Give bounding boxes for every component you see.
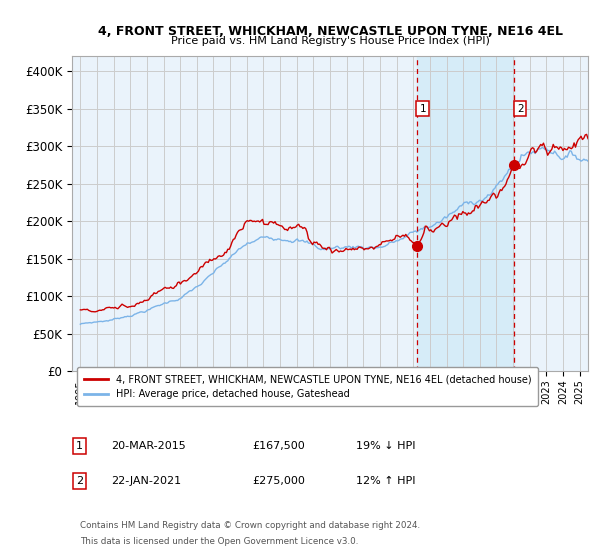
Text: 1: 1 bbox=[76, 441, 83, 451]
Text: 22-JAN-2021: 22-JAN-2021 bbox=[110, 477, 181, 487]
Text: £275,000: £275,000 bbox=[253, 477, 305, 487]
Text: 1: 1 bbox=[419, 104, 426, 114]
Text: Price paid vs. HM Land Registry's House Price Index (HPI): Price paid vs. HM Land Registry's House … bbox=[170, 36, 490, 46]
Text: £167,500: £167,500 bbox=[253, 441, 305, 451]
Text: 2: 2 bbox=[517, 104, 523, 114]
Bar bbox=[417, 56, 514, 371]
Text: 2: 2 bbox=[76, 477, 83, 487]
Text: 20-MAR-2015: 20-MAR-2015 bbox=[110, 441, 185, 451]
Text: 4, FRONT STREET, WHICKHAM, NEWCASTLE UPON TYNE, NE16 4EL: 4, FRONT STREET, WHICKHAM, NEWCASTLE UPO… bbox=[97, 25, 563, 38]
Text: Contains HM Land Registry data © Crown copyright and database right 2024.: Contains HM Land Registry data © Crown c… bbox=[80, 521, 420, 530]
Text: 19% ↓ HPI: 19% ↓ HPI bbox=[356, 441, 415, 451]
Text: 12% ↑ HPI: 12% ↑ HPI bbox=[356, 477, 415, 487]
Legend: 4, FRONT STREET, WHICKHAM, NEWCASTLE UPON TYNE, NE16 4EL (detached house), HPI: : 4, FRONT STREET, WHICKHAM, NEWCASTLE UPO… bbox=[77, 367, 538, 406]
Text: This data is licensed under the Open Government Licence v3.0.: This data is licensed under the Open Gov… bbox=[80, 537, 358, 546]
